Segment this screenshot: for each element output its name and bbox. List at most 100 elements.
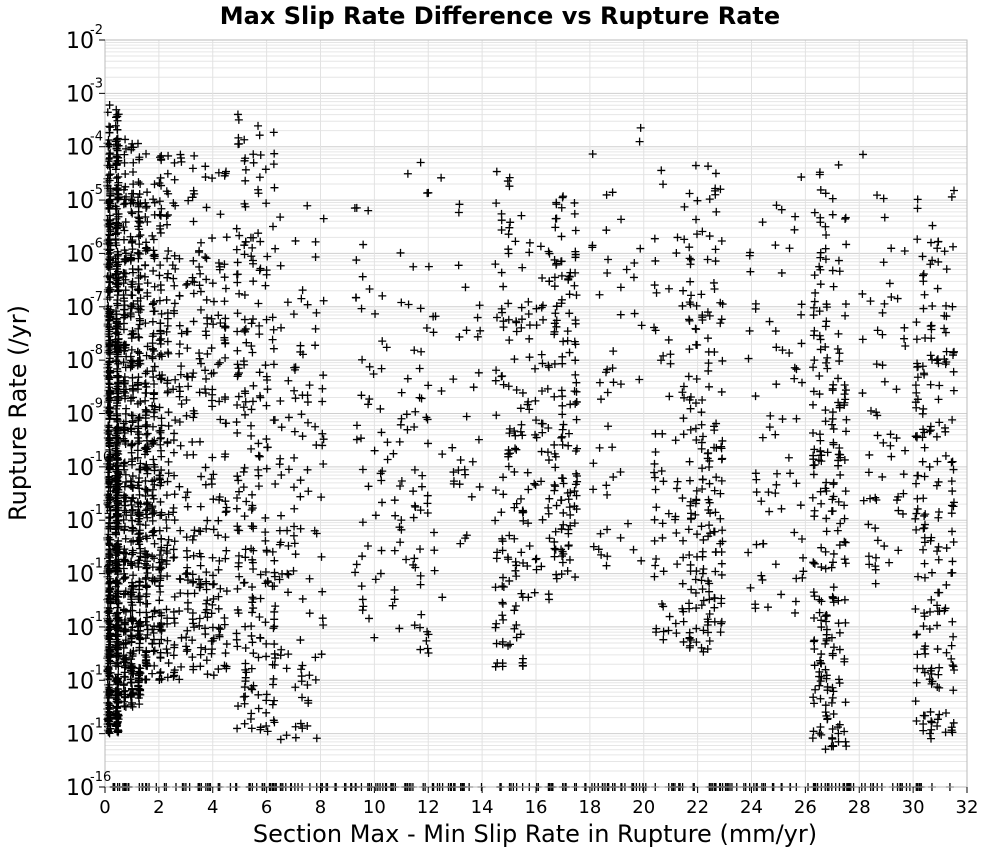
data-point bbox=[112, 404, 121, 413]
data-point bbox=[519, 507, 528, 516]
data-point bbox=[423, 491, 432, 500]
data-point bbox=[268, 313, 277, 322]
data-point bbox=[163, 477, 172, 486]
data-point bbox=[183, 598, 192, 607]
data-point bbox=[512, 385, 521, 394]
y-tick-label: 10 bbox=[66, 616, 94, 641]
data-point bbox=[148, 422, 157, 431]
data-point bbox=[269, 680, 278, 689]
data-point bbox=[949, 538, 958, 547]
data-point bbox=[498, 640, 507, 649]
data-point bbox=[699, 565, 708, 574]
data-point bbox=[164, 510, 173, 519]
data-point bbox=[550, 440, 559, 449]
data-point bbox=[156, 563, 165, 572]
data-point bbox=[297, 665, 306, 674]
data-point bbox=[239, 357, 248, 366]
data-point bbox=[858, 289, 867, 298]
data-point bbox=[716, 489, 725, 498]
data-point bbox=[255, 173, 264, 182]
data-point bbox=[934, 395, 943, 404]
data-point bbox=[942, 709, 951, 718]
data-point bbox=[163, 169, 172, 178]
data-point bbox=[499, 323, 508, 332]
data-point bbox=[270, 622, 279, 631]
data-point bbox=[126, 363, 135, 372]
y-tick-label: 10 bbox=[66, 456, 94, 481]
data-point bbox=[557, 203, 566, 212]
data-point bbox=[201, 253, 210, 262]
data-point bbox=[498, 582, 507, 591]
data-point bbox=[815, 667, 824, 676]
data-point bbox=[704, 617, 713, 626]
data-point bbox=[262, 315, 271, 324]
data-point bbox=[188, 277, 197, 286]
data-point bbox=[143, 217, 152, 226]
data-point bbox=[497, 508, 506, 517]
data-point bbox=[129, 168, 138, 177]
data-point bbox=[233, 584, 242, 593]
data-point bbox=[112, 544, 121, 553]
data-point bbox=[822, 671, 831, 680]
data-point bbox=[685, 315, 694, 324]
data-point bbox=[829, 282, 838, 291]
data-point bbox=[816, 335, 825, 344]
data-point bbox=[659, 567, 668, 576]
data-point bbox=[829, 583, 838, 592]
x-tick-label: 20 bbox=[632, 797, 655, 818]
data-point bbox=[105, 340, 114, 349]
data-point bbox=[303, 418, 312, 427]
data-point bbox=[182, 281, 191, 290]
data-point bbox=[828, 414, 837, 423]
data-point bbox=[262, 372, 271, 381]
data-point bbox=[358, 272, 367, 281]
data-point bbox=[492, 619, 501, 628]
data-point bbox=[817, 499, 826, 508]
data-point bbox=[121, 311, 130, 320]
data-point bbox=[104, 663, 113, 672]
data-point bbox=[821, 547, 830, 556]
data-point bbox=[597, 550, 606, 559]
data-point bbox=[751, 469, 760, 478]
data-point bbox=[616, 467, 625, 476]
data-point bbox=[570, 487, 579, 496]
data-point bbox=[247, 319, 256, 328]
data-point bbox=[190, 278, 199, 287]
data-point bbox=[284, 465, 293, 474]
data-point bbox=[609, 347, 618, 356]
data-point bbox=[106, 724, 115, 733]
data-point bbox=[106, 433, 115, 442]
data-point bbox=[524, 519, 533, 528]
x-tick-label: 30 bbox=[902, 797, 925, 818]
data-point bbox=[705, 521, 714, 530]
data-point bbox=[454, 261, 463, 270]
data-point bbox=[149, 408, 158, 417]
data-point bbox=[552, 501, 561, 510]
data-point bbox=[234, 551, 243, 560]
data-point bbox=[104, 632, 113, 641]
data-point bbox=[437, 387, 446, 395]
data-point bbox=[268, 547, 277, 556]
data-point bbox=[156, 319, 165, 328]
data-point bbox=[885, 558, 894, 567]
data-point bbox=[120, 428, 129, 437]
data-point bbox=[827, 633, 836, 642]
data-point bbox=[163, 388, 172, 397]
data-point bbox=[303, 201, 312, 210]
data-point bbox=[705, 195, 714, 204]
data-point bbox=[163, 379, 172, 388]
data-point bbox=[190, 151, 199, 160]
data-point bbox=[311, 237, 320, 246]
data-point bbox=[241, 165, 250, 174]
data-point bbox=[921, 642, 930, 651]
data-point bbox=[121, 556, 130, 565]
data-point bbox=[120, 491, 129, 500]
data-point bbox=[155, 676, 164, 685]
data-point bbox=[284, 650, 293, 659]
data-point bbox=[815, 331, 824, 340]
data-point bbox=[297, 294, 306, 303]
data-point bbox=[148, 231, 157, 240]
data-point bbox=[810, 614, 819, 623]
data-point bbox=[757, 497, 766, 506]
data-point bbox=[303, 465, 312, 474]
